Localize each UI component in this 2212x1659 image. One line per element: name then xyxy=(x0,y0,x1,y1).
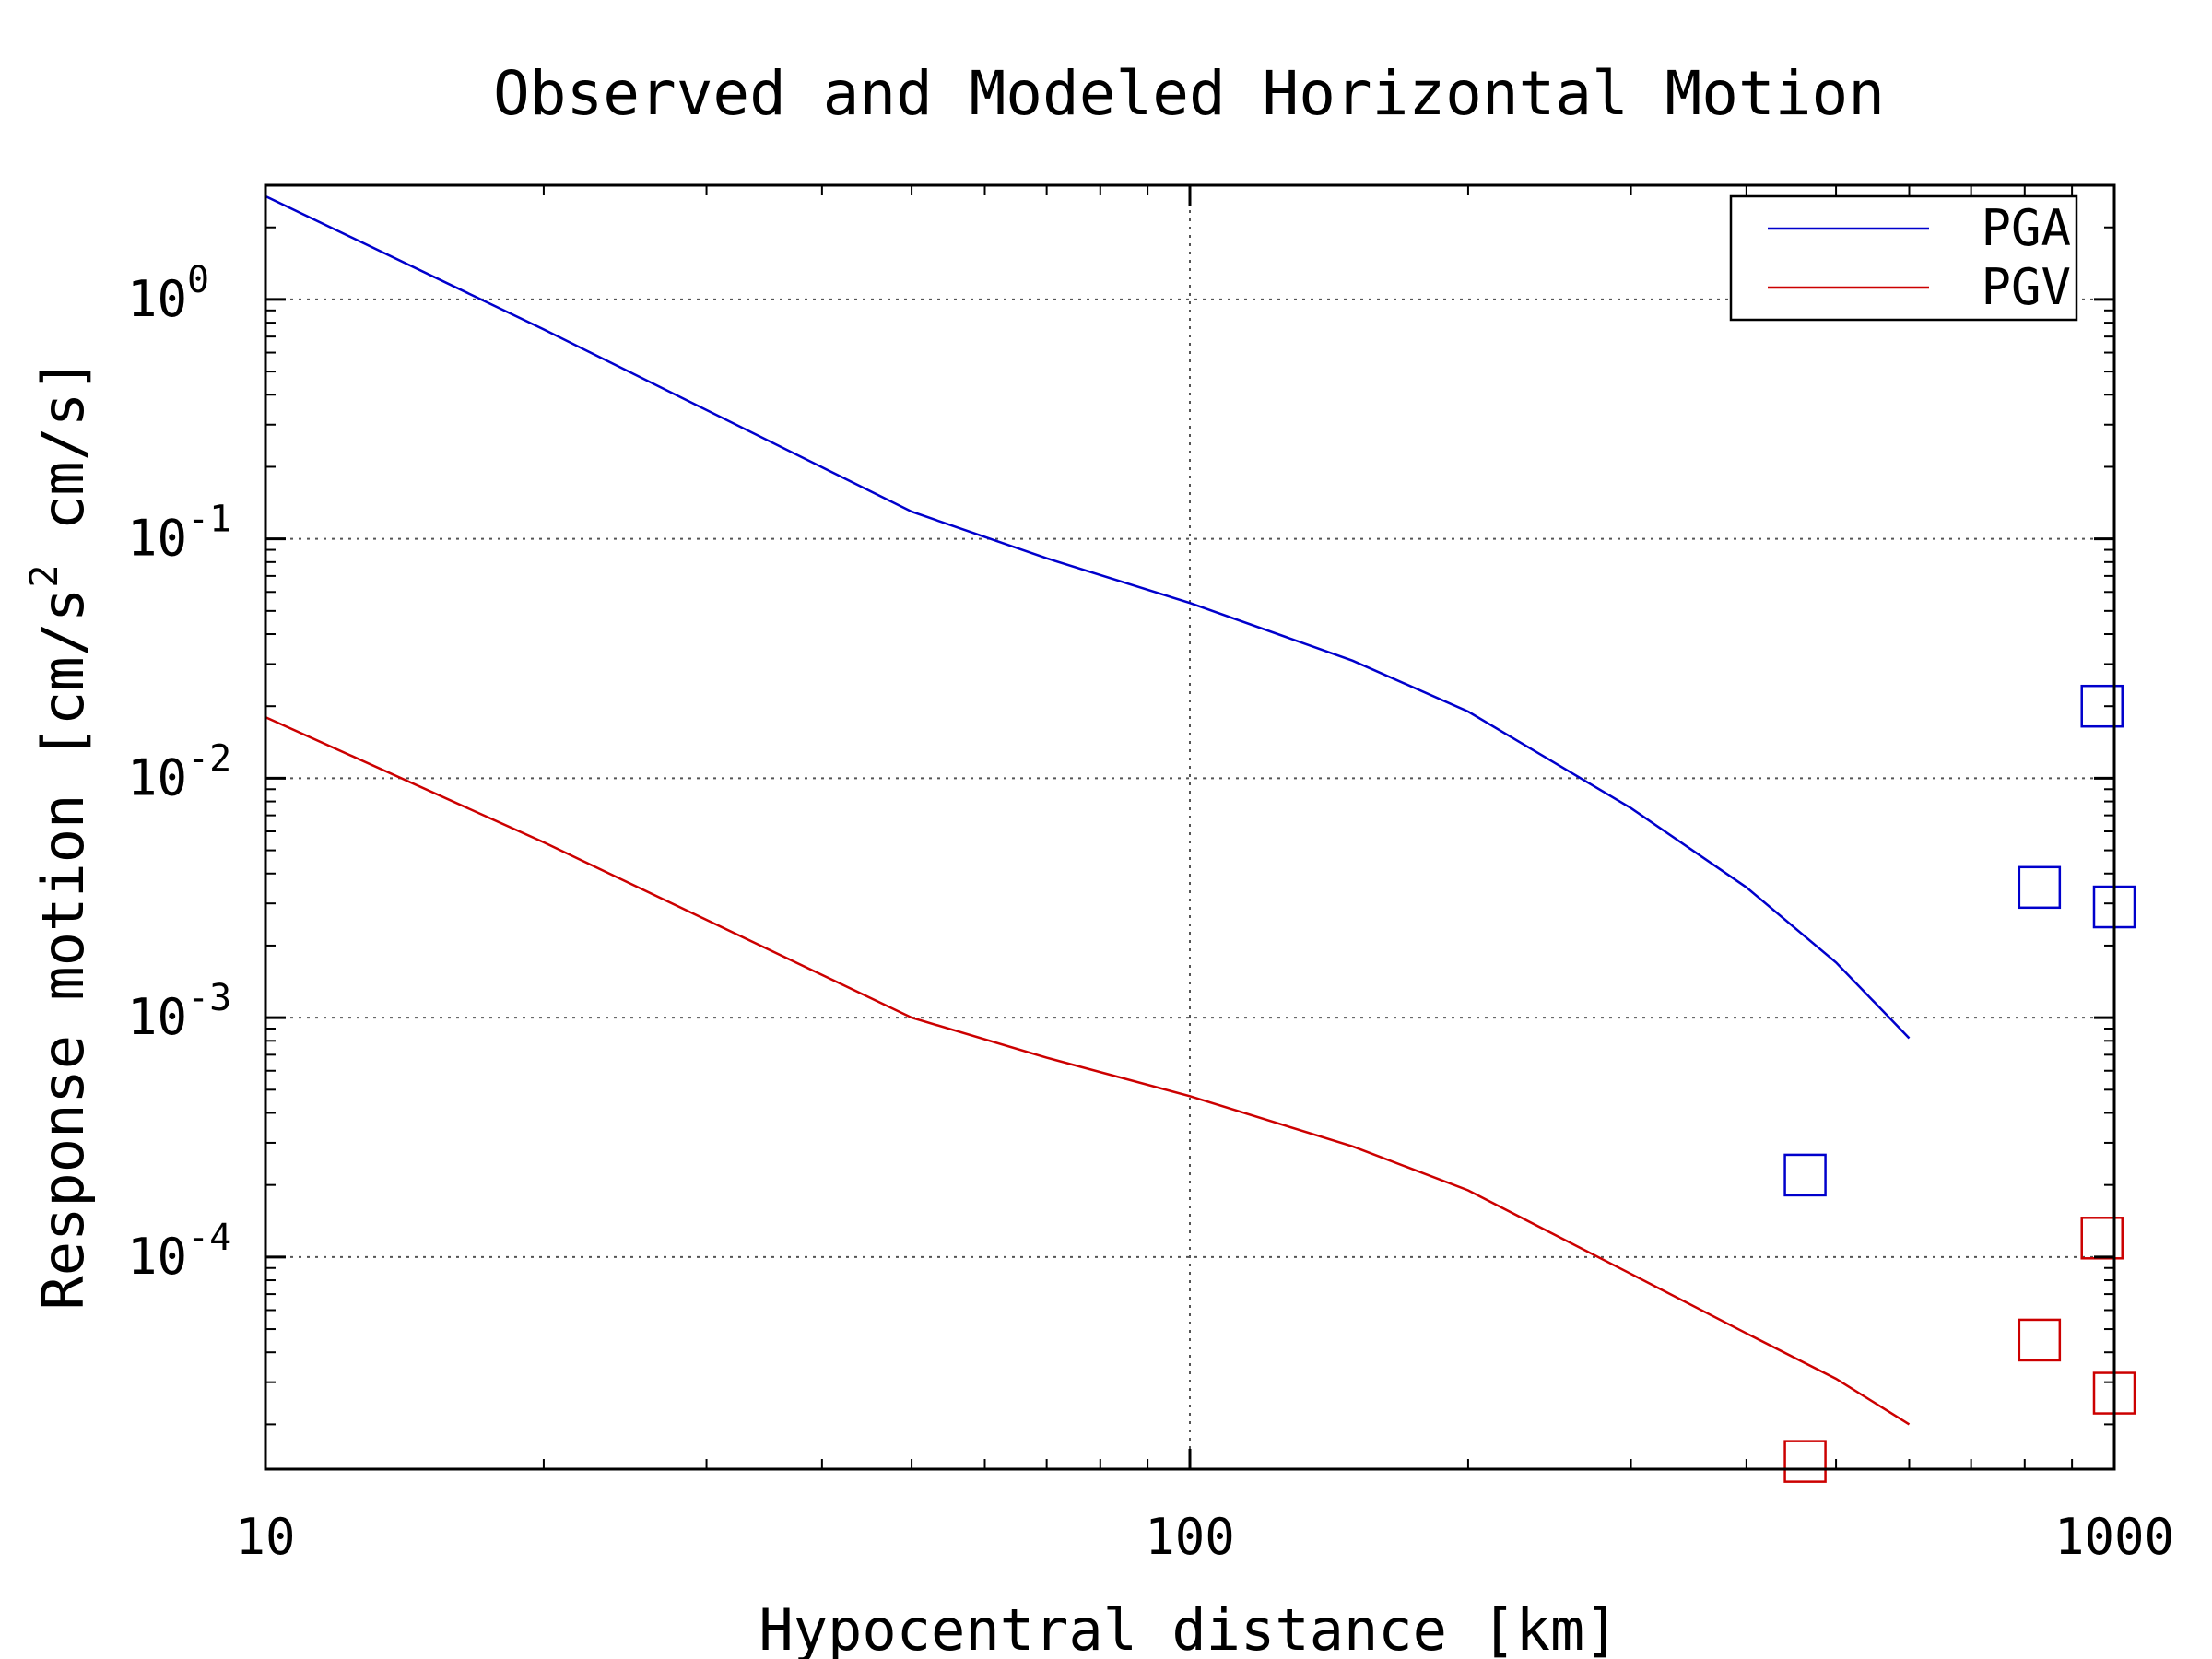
y-axis-label: Response motion [cm/s2 cm/s] xyxy=(21,358,97,1310)
series-line-pgv xyxy=(265,715,1911,1426)
series-layer xyxy=(265,194,2136,1483)
y-tick-exponent: -1 xyxy=(187,499,231,541)
legend-label: PGA xyxy=(1981,199,2071,257)
observed-point-marker xyxy=(2080,1217,2124,1260)
y-tick-label: 10-2 xyxy=(127,737,231,806)
grid-lines xyxy=(265,185,2114,1469)
observed-point-marker xyxy=(2018,865,2062,910)
y-tick-exponent: -4 xyxy=(187,1217,231,1259)
y-axis-label-prefix: Response motion [cm/s xyxy=(29,588,97,1311)
y-tick-label: 10-1 xyxy=(127,499,231,568)
x-tick-labels: 10 100 1000 xyxy=(235,1508,2174,1566)
legend-label: PGV xyxy=(1981,258,2071,316)
y-tick-label: 10-4 xyxy=(127,1217,231,1286)
y-tick-base: 10 xyxy=(127,748,187,806)
series-line-pga xyxy=(265,194,1911,1040)
y-tick-exponent: 0 xyxy=(187,259,209,301)
x-axis-label: Hypocentral distance [km] xyxy=(759,1596,1618,1659)
x-tick-label: 100 xyxy=(1145,1508,1235,1566)
observed-point-marker xyxy=(2018,1318,2062,1362)
y-tick-label: 100 xyxy=(127,259,209,328)
y-tick-exponent: -3 xyxy=(187,977,231,1019)
x-tick-label: 1000 xyxy=(2054,1508,2174,1566)
plot-frame xyxy=(264,183,2116,1471)
legend-box xyxy=(1729,194,2078,322)
y-tick-label: 10-3 xyxy=(127,977,231,1046)
y-tick-base: 10 xyxy=(127,270,187,328)
y-tick-base: 10 xyxy=(127,510,187,568)
chart-title: Observed and Modeled Horizontal Motion xyxy=(493,58,1885,129)
y-axis-label-superscript: 2 xyxy=(21,564,66,587)
y-tick-base: 10 xyxy=(127,1228,187,1286)
observed-point-marker xyxy=(1783,1153,1827,1197)
y-tick-exponent: -2 xyxy=(187,737,231,780)
observed-point-marker xyxy=(1783,1440,1827,1483)
y-axis-label-suffix: cm/s] xyxy=(29,358,97,564)
x-tick-label: 10 xyxy=(235,1508,295,1566)
y-tick-base: 10 xyxy=(127,988,187,1046)
observed-point-marker xyxy=(2080,684,2124,728)
